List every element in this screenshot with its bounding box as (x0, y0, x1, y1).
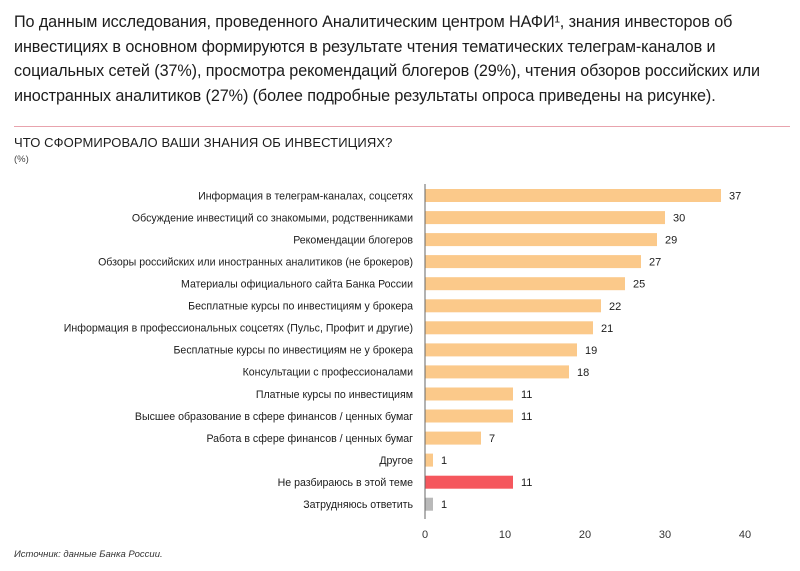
category-label: Консультации с профессионалами (243, 367, 413, 379)
x-tick-label: 0 (422, 529, 428, 541)
category-label: Информация в профессиональных соцсетях (… (64, 323, 413, 335)
value-label: 21 (601, 323, 613, 335)
category-label: Высшее образование в сфере финансов / це… (135, 411, 413, 423)
bar (425, 343, 577, 357)
value-label: 7 (489, 433, 495, 445)
category-label: Другое (379, 455, 413, 467)
value-label: 11 (521, 477, 532, 489)
bar (425, 211, 665, 225)
bar (425, 189, 721, 202)
bar (425, 321, 593, 335)
value-label: 30 (673, 213, 685, 225)
intro-paragraph: По данным исследования, проведенного Ана… (14, 13, 760, 105)
x-tick-label: 10 (499, 529, 511, 541)
value-label: 1 (441, 455, 447, 467)
value-label: 37 (729, 191, 741, 203)
category-label: Платные курсы по инвестициям (256, 389, 413, 401)
source-note: Источник: данные Банка России. (14, 549, 163, 560)
value-label: 18 (577, 367, 589, 379)
x-tick-label: 20 (579, 529, 591, 541)
category-label: Рекомендации блогеров (293, 234, 413, 246)
bar (425, 277, 625, 291)
bar (425, 255, 641, 269)
chart-unit: (%) (14, 154, 29, 165)
category-label: Затрудняюсь ответить (303, 499, 413, 511)
value-label: 27 (649, 257, 661, 269)
category-label: Не разбираюсь в этой теме (278, 477, 413, 489)
value-label: 11 (521, 411, 532, 423)
bar (425, 497, 433, 511)
bar (425, 299, 601, 313)
bar (425, 365, 569, 379)
x-tick-label: 30 (659, 529, 671, 541)
value-label: 25 (633, 279, 645, 291)
category-label: Обсуждение инвестиций со знакомыми, родс… (132, 212, 413, 224)
category-label: Обзоры российских или иностранных аналит… (98, 256, 413, 268)
bar (425, 431, 481, 445)
category-label: Материалы официального сайта Банка Росси… (181, 279, 413, 291)
value-label: 29 (665, 235, 677, 247)
bar (425, 453, 433, 467)
category-label: Информация в телеграм-каналах, соцсетях (198, 190, 414, 202)
chart-title: ЧТО СФОРМИРОВАЛО ВАШИ ЗНАНИЯ ОБ ИНВЕСТИЦ… (14, 135, 393, 150)
category-label: Бесплатные курсы по инвестициям не у бро… (173, 345, 413, 357)
x-tick-label: 40 (739, 529, 751, 541)
category-label: Бесплатные курсы по инвестициям у брокер… (188, 301, 413, 313)
bar (425, 409, 513, 423)
value-label: 19 (585, 345, 597, 357)
value-label: 1 (441, 499, 447, 511)
bar (425, 387, 513, 401)
bar (425, 233, 657, 247)
bar (425, 475, 513, 489)
value-label: 11 (521, 389, 532, 401)
section-divider (14, 126, 790, 127)
category-label: Работа в сфере финансов / ценных бумаг (206, 433, 413, 445)
value-label: 22 (609, 301, 621, 313)
